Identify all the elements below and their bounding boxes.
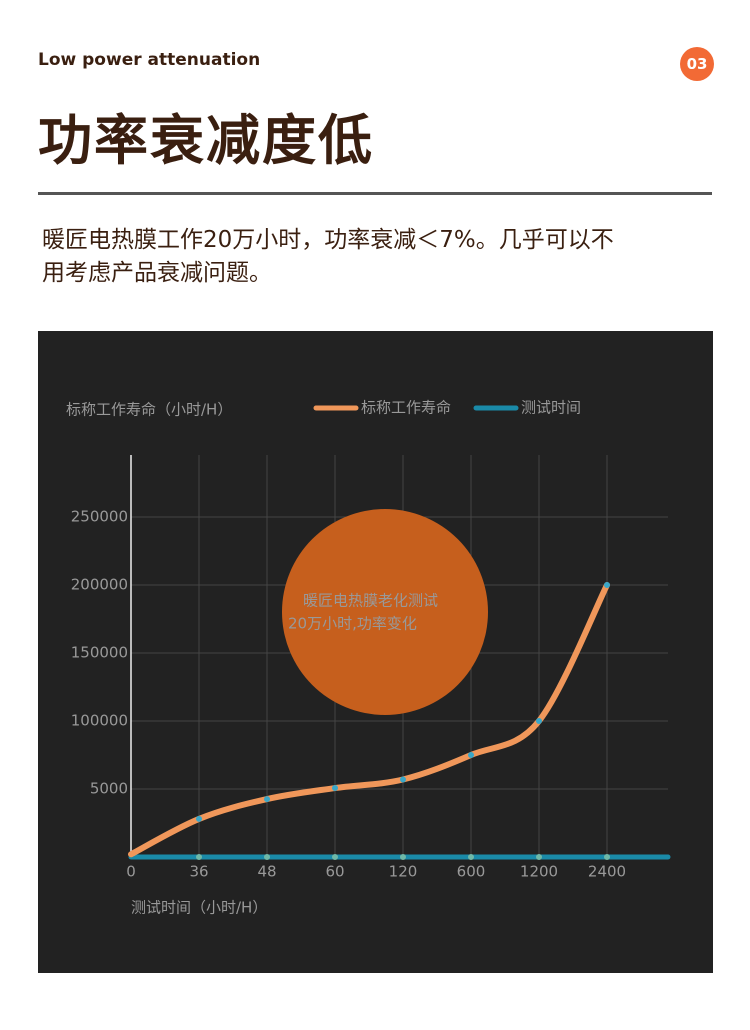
y-tick-label: 200000 [71,576,128,594]
data-point [468,752,474,758]
annotation-text: 暖匠电热膜老化测试 [303,592,438,610]
x-tick-label: 60 [325,863,344,881]
data-point [196,854,202,860]
data-point [332,854,338,860]
series-line [128,582,610,858]
x-tick-label: 120 [389,863,418,881]
legend-label: 标称工作寿命 [361,399,451,417]
data-point [536,854,542,860]
data-point [400,854,406,860]
annotation-text: 20万小时,功率变化 [288,615,417,633]
x-tick-label: 600 [457,863,486,881]
legend-label: 测试时间 [521,399,581,417]
description-line: 用考虑产品衰减问题。 [42,260,272,286]
title: 功率衰减度低 [38,109,374,172]
description-line: 暖匠电热膜工作20万小时，功率衰减＜7%。几乎可以不 [42,227,614,253]
data-point [604,854,610,860]
y-tick-label: 250000 [71,508,128,526]
data-point [264,796,270,803]
subtitle: Low power attenuation [38,50,261,70]
y-axis-label: 标称工作寿命（小时/H） [66,401,232,419]
data-point [332,785,338,792]
data-point [264,854,270,860]
x-tick-label: 48 [257,863,276,881]
x-tick-label: 2400 [588,863,626,881]
x-axis-label: 测试时间（小时/H） [131,899,267,917]
data-point [536,718,542,724]
y-tick-label: 150000 [71,644,128,662]
annotation-circle [282,509,488,715]
x-tick-label: 0 [126,863,136,881]
data-point [468,854,474,860]
x-tick-label: 1200 [520,863,558,881]
description: 暖匠电热膜工作20万小时，功率衰减＜7%。几乎可以不 用考虑产品衰减问题。 [42,224,614,290]
y-tick-label: 5000 [90,780,128,798]
data-point [400,776,406,783]
divider [38,192,712,195]
data-point [196,815,202,822]
badge: 03 [680,47,714,81]
y-tick-label: 100000 [71,712,128,730]
x-tick-label: 36 [189,863,208,881]
data-point [604,582,610,588]
